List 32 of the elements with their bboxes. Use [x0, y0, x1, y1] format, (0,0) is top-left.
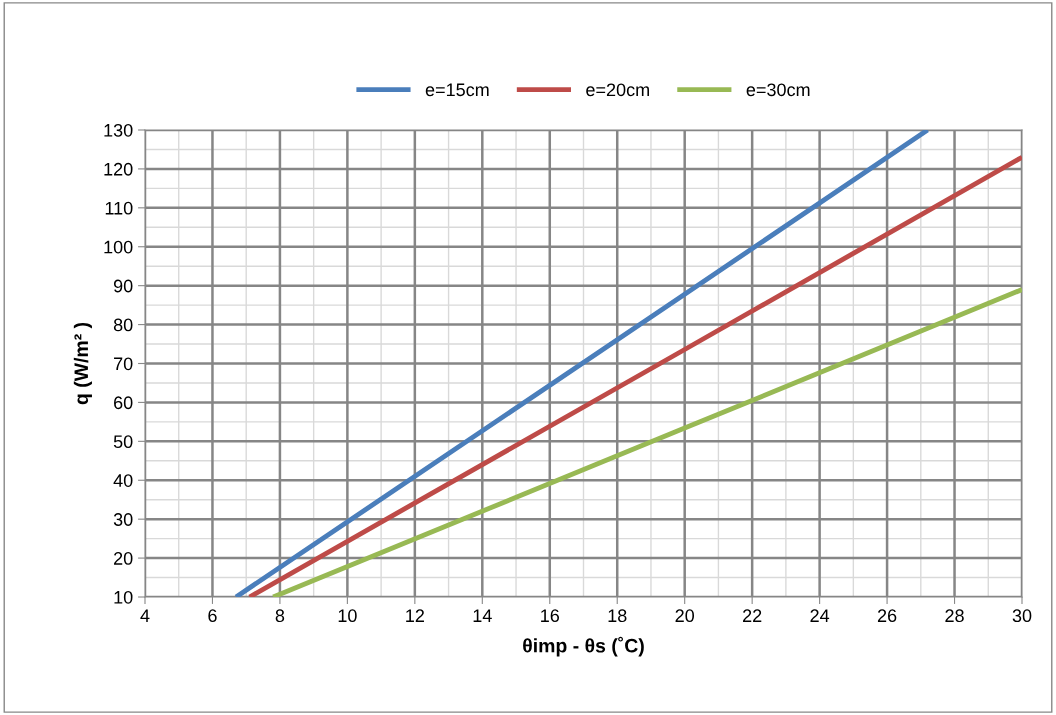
- legend-label: e=20cm: [586, 83, 649, 97]
- y-tick-label: 30: [113, 513, 133, 526]
- y-tick-label: 120: [104, 162, 133, 176]
- x-tick-label: 6: [208, 609, 217, 623]
- y-tick-label: 110: [105, 201, 133, 215]
- x-tick-label: 10: [338, 609, 357, 623]
- y-tick-label: 20: [114, 552, 133, 565]
- x-tick-label: 28: [945, 609, 964, 623]
- y-axis-title: q (W/m² ): [73, 322, 92, 405]
- y-tick-label: 60: [114, 396, 133, 410]
- x-tick-label: 30: [1012, 609, 1032, 623]
- y-tick-label: 70: [114, 357, 133, 371]
- y-tick-label: 90: [113, 279, 133, 293]
- y-tick-label: 130: [104, 123, 133, 137]
- x-tick-label: 22: [743, 609, 762, 622]
- legend-label: e=30cm: [746, 83, 810, 97]
- legend-label: e=15cm: [425, 83, 489, 97]
- x-tick-label: 14: [473, 609, 492, 622]
- y-tick-label: 80: [113, 318, 133, 332]
- x-tick-label: 12: [406, 609, 424, 622]
- x-tick-label: 8: [275, 609, 285, 623]
- x-tick-label: 18: [608, 609, 627, 623]
- x-tick-label: 16: [541, 609, 560, 623]
- x-tick-label: 4: [140, 609, 150, 622]
- x-tick-label: 20: [675, 609, 695, 623]
- y-tick-label: 100: [104, 240, 133, 254]
- x-tick-label: 26: [877, 609, 897, 623]
- y-tick-label: 40: [113, 474, 133, 487]
- x-axis-title: θimp - θs (˚C): [523, 636, 644, 657]
- y-tick-label: 10: [114, 590, 133, 604]
- x-tick-label: 24: [810, 609, 830, 622]
- y-tick-label: 50: [113, 435, 133, 449]
